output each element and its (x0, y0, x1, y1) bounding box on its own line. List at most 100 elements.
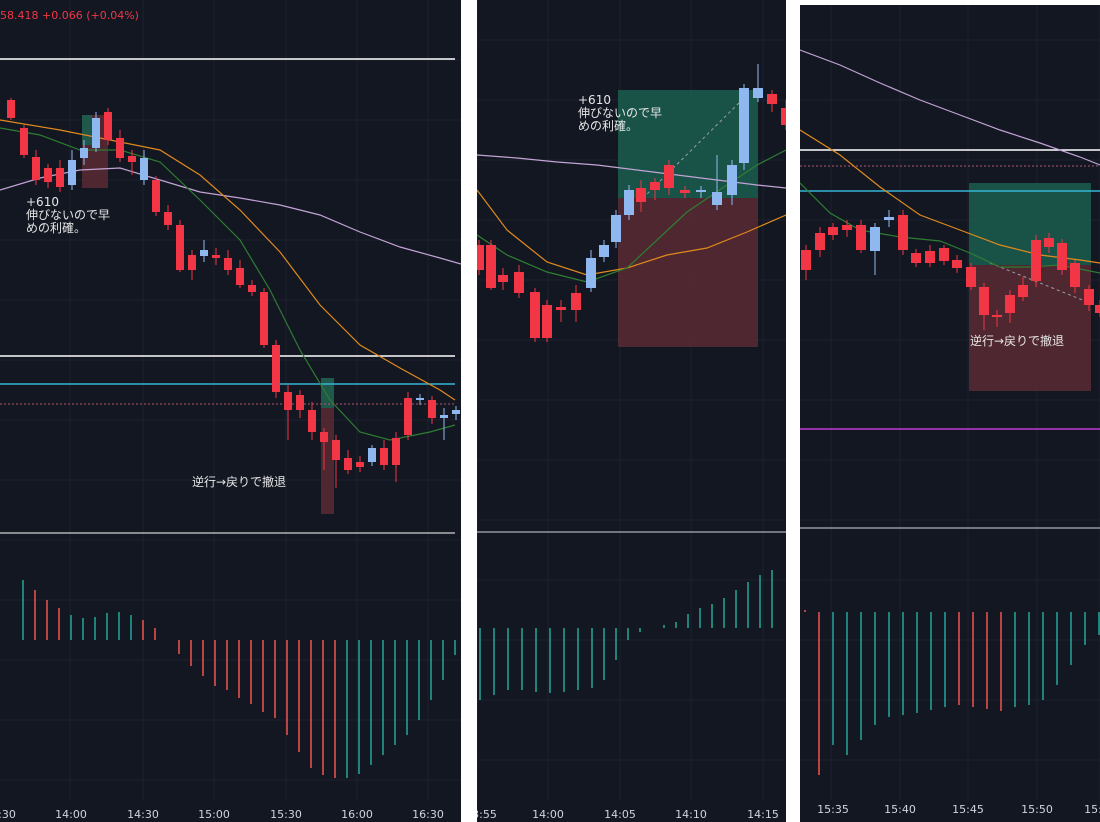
price-quote: 58.418 +0.066 (+0.04%) (0, 9, 139, 22)
candle (380, 448, 388, 465)
candle (20, 128, 28, 155)
time-axis-label: 14:10 (675, 808, 707, 821)
candle (477, 245, 484, 270)
candle (1031, 240, 1041, 281)
candle (781, 108, 786, 125)
candle (272, 345, 280, 392)
candle (224, 258, 232, 270)
trade-note-exit: 逆行→戻りで撤退 (192, 475, 287, 489)
time-axis-label: 16:30 (412, 808, 444, 821)
candle (320, 432, 328, 442)
time-axis-label: 16:00 (341, 808, 373, 821)
candle (815, 233, 825, 250)
candle (753, 88, 763, 98)
moving-average-short (477, 149, 786, 283)
time-axis-label: 15:50 (1021, 803, 1053, 816)
trade-note-exit: 逆行→戻りで撤退 (970, 334, 1065, 348)
candle (128, 156, 136, 162)
candle (416, 398, 424, 400)
moving-average-long (800, 49, 1100, 166)
candle (452, 410, 460, 414)
candle (1095, 305, 1100, 313)
candle (842, 225, 852, 230)
time-axis-label: 14:05 (604, 808, 636, 821)
trade-note-profit: +610 伸びないので早 めの利確。 (26, 195, 111, 235)
candle (514, 272, 524, 293)
candle (92, 118, 100, 148)
panel-divider (461, 0, 477, 822)
candle (727, 165, 737, 195)
candle (248, 285, 256, 292)
loss-zone (321, 378, 334, 514)
candle (556, 307, 566, 310)
chart-panel-middle[interactable]: 13:55 14:00 14:05 14:10 14:15 +610 伸びないので早 め… (477, 0, 786, 822)
candle (952, 260, 962, 268)
candle (188, 255, 196, 270)
candle (696, 190, 706, 192)
candle (1018, 285, 1028, 297)
time-axis-label: 15:55 (1084, 803, 1100, 816)
trade-path-line (642, 99, 743, 199)
candle (992, 315, 1002, 317)
candle (680, 190, 690, 193)
candle (308, 410, 316, 432)
candle (200, 250, 208, 256)
candle (44, 168, 52, 182)
candle (898, 215, 908, 250)
candle (176, 225, 184, 270)
profit-zone (82, 115, 92, 145)
candle (32, 157, 40, 180)
chart-canvas-left: 13:30 14:00 14:30 15:00 15:30 16:00 16:30 (0, 0, 461, 821)
chart-canvas-middle: 13:55 14:00 14:05 14:10 14:15 (477, 0, 786, 821)
time-axis-label: 13:55 (477, 808, 497, 821)
panel-divider (786, 0, 800, 822)
candle (530, 292, 540, 338)
time-axis-label: 15:30 (270, 808, 302, 821)
candle (624, 190, 634, 215)
chart-panel-right[interactable]: 15:35 15:40 15:45 15:50 15:55 逆行→戻りで撤退 (800, 5, 1100, 822)
candle (884, 217, 894, 220)
candle (296, 395, 304, 410)
time-axis-label: 13:30 (0, 808, 16, 821)
trade-note-profit: +610 伸びないので早 めの利確。 (578, 93, 663, 133)
candle (767, 94, 777, 104)
candle (586, 258, 596, 288)
candle (486, 245, 496, 288)
moving-average-long (0, 167, 461, 265)
candle (236, 268, 244, 285)
candle (1070, 263, 1080, 287)
time-axis-label: 14:30 (127, 808, 159, 821)
candle (801, 250, 811, 270)
candle (1044, 238, 1054, 247)
candle (356, 462, 364, 467)
moving-average-short (800, 182, 1100, 274)
candle (7, 100, 15, 118)
candle (404, 398, 412, 435)
time-axis-label: 15:00 (198, 808, 230, 821)
candle (368, 448, 376, 462)
candle (498, 275, 508, 282)
candle (650, 182, 660, 190)
candle (344, 458, 352, 470)
candle (712, 192, 722, 205)
candle (104, 112, 112, 140)
candle (939, 248, 949, 261)
candle (56, 168, 64, 187)
candle (392, 438, 400, 465)
loss-zone (618, 198, 758, 347)
candle (571, 293, 581, 310)
candle (68, 160, 76, 185)
candle (1057, 243, 1067, 270)
candle (611, 215, 621, 242)
candle (828, 227, 838, 235)
candle (664, 165, 674, 188)
time-axis-label: 15:40 (884, 803, 916, 816)
moving-average-long (477, 154, 786, 189)
time-axis-label: 14:00 (532, 808, 564, 821)
time-axis-label: 15:35 (817, 803, 849, 816)
candle (966, 267, 976, 287)
chart-panel-left[interactable]: 13:30 14:00 14:30 15:00 15:30 16:00 16:30 58.4… (0, 0, 461, 822)
time-axis-label: 14:00 (55, 808, 87, 821)
candle (1084, 289, 1094, 305)
candle (164, 212, 172, 225)
